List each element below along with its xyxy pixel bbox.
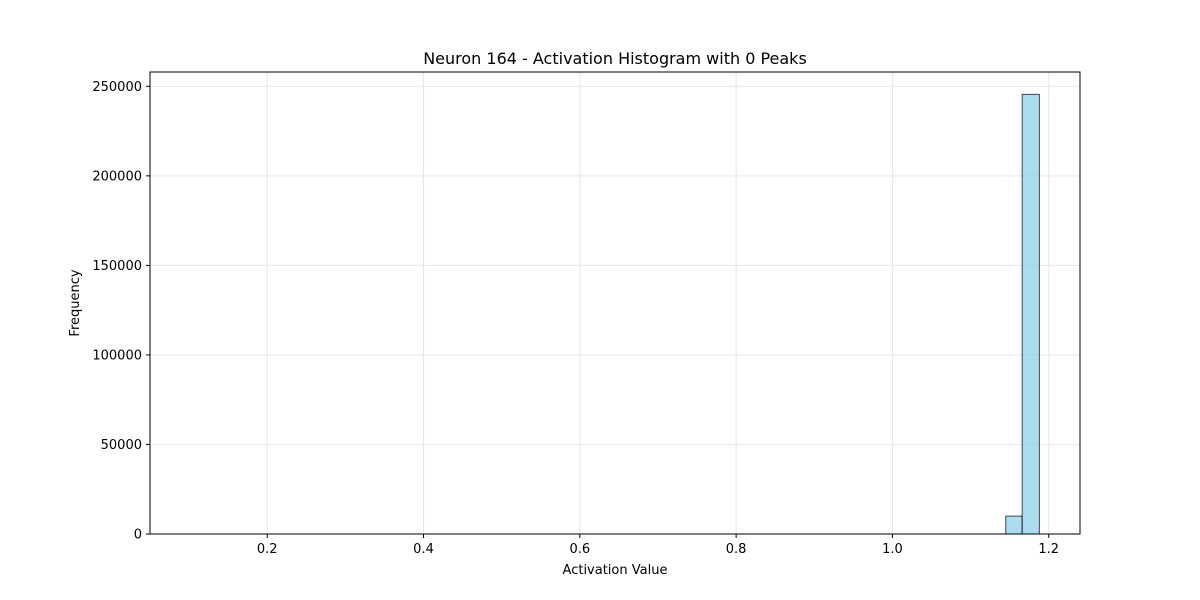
grid-layer <box>150 72 1080 535</box>
x-axis-label: Activation Value <box>563 563 668 578</box>
y-tick-label: 200000 <box>92 169 142 184</box>
bars-layer <box>1005 93 1040 535</box>
x-tick-label: 1.0 <box>882 542 903 557</box>
x-tick-label: 0.4 <box>413 542 434 557</box>
x-tick-label: 0.2 <box>257 542 278 557</box>
histogram-bar <box>1021 93 1040 535</box>
y-tick-label: 50000 <box>101 438 142 453</box>
x-tick-label: 0.6 <box>569 542 590 557</box>
y-tick-label: 250000 <box>92 80 142 95</box>
ticks-layer: 0.2 0.4 0.6 0.8 1.0 1.2 0 50000 100000 150000 2000… <box>92 80 1059 557</box>
x-tick-label: 1.2 <box>1038 542 1059 557</box>
y-tick-label: 100000 <box>92 348 142 363</box>
chart-title: Neuron 164 - Activation Histogram with 0… <box>423 49 807 68</box>
plot-area-frame <box>149 71 1081 535</box>
y-tick-label: 150000 <box>92 259 142 274</box>
histogram-bar <box>1005 515 1023 535</box>
x-tick-label: 0.8 <box>726 542 747 557</box>
y-tick-label: 0 <box>134 528 142 543</box>
y-axis-label: Frequency <box>68 269 83 336</box>
